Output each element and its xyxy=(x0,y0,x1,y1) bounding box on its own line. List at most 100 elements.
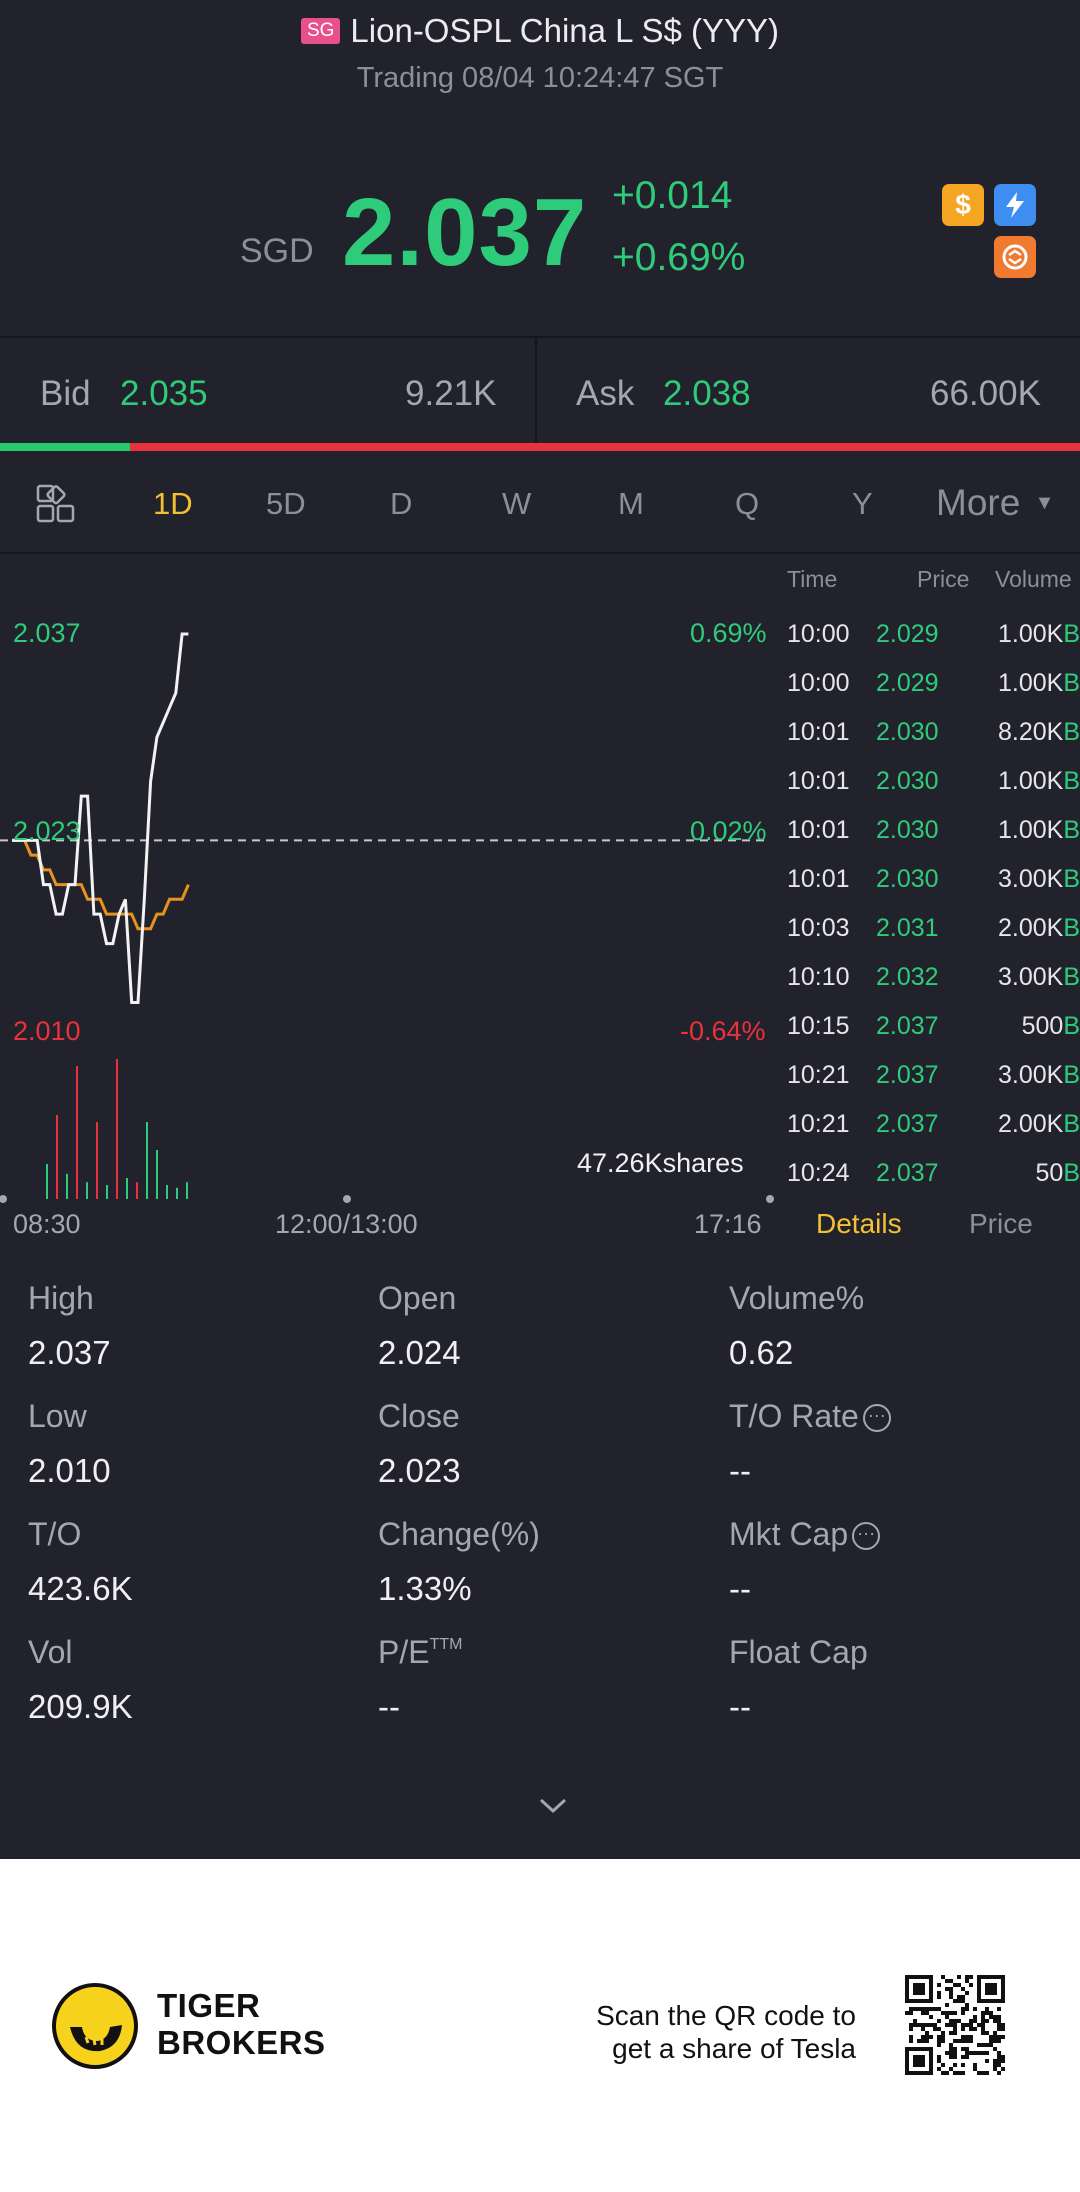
bid-ask-bar[interactable] xyxy=(0,336,1080,444)
tab-price[interactable]: Price xyxy=(969,1208,1033,1239)
tab-d[interactable]: D xyxy=(390,486,413,521)
grid-layout-icon[interactable] xyxy=(36,484,76,524)
tab-1d[interactable]: 1D xyxy=(153,486,193,521)
stat-changepct-value: 1.33% xyxy=(378,1570,472,1607)
exchange-icon[interactable] xyxy=(994,236,1036,278)
price-change-percent: +0.69% xyxy=(612,236,746,279)
tab-m[interactable]: M xyxy=(618,486,644,521)
time-start-label: 08:30 xyxy=(13,1209,81,1239)
price-high-label: 2.037 xyxy=(13,618,81,648)
chevron-down-icon[interactable] xyxy=(538,1796,568,1821)
stock-header: SG Lion-OSPL China L S$ (YYY) Trading 08/… xyxy=(0,0,1080,330)
trade-side-flag: B xyxy=(1063,914,1080,942)
trade-price: 2.037 xyxy=(876,1061,939,1089)
tab-q[interactable]: Q xyxy=(735,486,760,521)
time-end-label: 17:16 xyxy=(694,1209,762,1239)
bid-ask-divider xyxy=(535,336,537,444)
trade-time: 10:24 xyxy=(787,1159,850,1187)
qr-code-icon[interactable] xyxy=(905,1975,1005,2075)
stat-torate: T/O Rate ··· xyxy=(729,1398,891,1435)
trade-price: 2.037 xyxy=(876,1110,939,1138)
trade-time: 10:03 xyxy=(787,914,850,942)
trade-time: 10:01 xyxy=(787,767,850,795)
trade-volume-value: 50 xyxy=(1035,1159,1064,1187)
scan-promo-text: Scan the QR code to get a share of Tesla xyxy=(596,1999,856,2065)
bid-ratio-fill xyxy=(0,443,130,451)
chart-canvas[interactable] xyxy=(0,556,775,1206)
bid-volume: 9.21K xyxy=(405,374,497,413)
trade-volume-value: 1.00K xyxy=(997,816,1064,844)
info-icon[interactable]: ··· xyxy=(862,1404,891,1432)
info-icon[interactable]: ··· xyxy=(852,1522,881,1550)
trade-volume: 1.00KB xyxy=(998,816,1080,845)
trade-time: 10:01 xyxy=(787,816,850,844)
time-mid-label: 12:00/13:00 xyxy=(275,1209,418,1239)
trade-row: 10:03 2.031 2.00KB xyxy=(778,914,1080,963)
trade-side-flag: B xyxy=(1063,1110,1080,1138)
trades-header-time: Time xyxy=(787,566,838,592)
trade-volume-value: 2.00K xyxy=(997,1110,1064,1138)
trade-side-flag: B xyxy=(1063,816,1080,844)
price-line xyxy=(12,632,189,1004)
stat-close-value: 2.023 xyxy=(378,1452,461,1489)
trade-side-flag: B xyxy=(1063,718,1080,746)
bid-label: Bid xyxy=(40,374,91,413)
trade-volume: 1.00KB xyxy=(998,669,1080,698)
trade-row: 10:01 2.030 1.00KB xyxy=(778,816,1080,865)
brand-line-2: BROKERS xyxy=(157,2024,326,2061)
stat-to-label: T/O xyxy=(28,1516,82,1552)
trade-side-flag: B xyxy=(1063,1061,1080,1089)
trade-time: 10:00 xyxy=(787,620,850,648)
trade-price: 2.030 xyxy=(876,718,939,746)
trade-side-flag: B xyxy=(1063,669,1080,697)
trade-row: 10:15 2.037 500B xyxy=(778,1012,1080,1061)
period-tabs xyxy=(0,470,1080,554)
stock-name: Lion-OSPL China L S$ (YYY) xyxy=(350,12,780,49)
trade-price: 2.030 xyxy=(876,767,939,795)
trade-volume-value: 1.00K xyxy=(997,767,1064,795)
brand-name: TIGER BROKERS xyxy=(157,1987,326,2061)
last-price: 2.037 xyxy=(342,179,588,286)
tab-w[interactable]: W xyxy=(502,486,532,521)
tab-more[interactable]: More ▼ xyxy=(936,482,1054,524)
pct-ref-label: 0.02% xyxy=(690,816,767,846)
trade-volume-value: 500 xyxy=(1021,1012,1064,1040)
trade-volume-value: 3.00K xyxy=(997,1061,1064,1089)
pct-high-label: 0.69% xyxy=(690,618,767,648)
tab-y[interactable]: Y xyxy=(852,486,873,521)
trade-time: 10:21 xyxy=(787,1061,850,1089)
axis-dot-mid xyxy=(343,1195,351,1203)
tab-details[interactable]: Details xyxy=(816,1208,902,1239)
stock-title: SG Lion-OSPL China L S$ (YYY) xyxy=(0,12,1080,50)
stat-vol-value: 209.9K xyxy=(28,1688,133,1725)
ask-volume: 66.00K xyxy=(930,374,1041,413)
tab-5d[interactable]: 5D xyxy=(266,486,306,521)
more-label: More xyxy=(936,482,1021,523)
bid-price: 2.035 xyxy=(120,374,208,413)
trade-volume-value: 3.00K xyxy=(997,865,1064,893)
stat-mktcap: Mkt Cap ··· xyxy=(729,1516,881,1553)
trade-row: 10:24 2.037 50B xyxy=(778,1159,1080,1208)
intraday-chart[interactable] xyxy=(0,556,775,1206)
trade-volume: 3.00KB xyxy=(998,865,1080,894)
stat-high-value: 2.037 xyxy=(28,1334,111,1371)
trade-volume-value: 8.20K xyxy=(997,718,1064,746)
trade-volume: 2.00KB xyxy=(998,914,1080,943)
trade-row: 10:21 2.037 2.00KB xyxy=(778,1110,1080,1159)
stat-vol-label: Vol xyxy=(28,1634,73,1670)
stat-torate-value: -- xyxy=(729,1452,751,1489)
trade-row: 10:01 2.030 3.00KB xyxy=(778,865,1080,914)
trade-price: 2.029 xyxy=(876,620,939,648)
trade-time: 10:01 xyxy=(787,718,850,746)
trade-volume: 2.00KB xyxy=(998,1110,1080,1139)
trade-volume-value: 2.00K xyxy=(997,914,1064,942)
stat-low-label: Low xyxy=(28,1398,87,1434)
trade-volume-value: 3.00K xyxy=(997,963,1064,991)
lightning-icon[interactable] xyxy=(994,184,1036,226)
trade-price: 2.031 xyxy=(876,914,939,942)
stat-mktcap-value: -- xyxy=(729,1570,751,1607)
stat-open-value: 2.024 xyxy=(378,1334,461,1371)
stat-high-label: High xyxy=(28,1280,94,1316)
pct-low-label: -0.64% xyxy=(680,1016,766,1046)
dollar-icon[interactable]: $ xyxy=(942,184,984,226)
